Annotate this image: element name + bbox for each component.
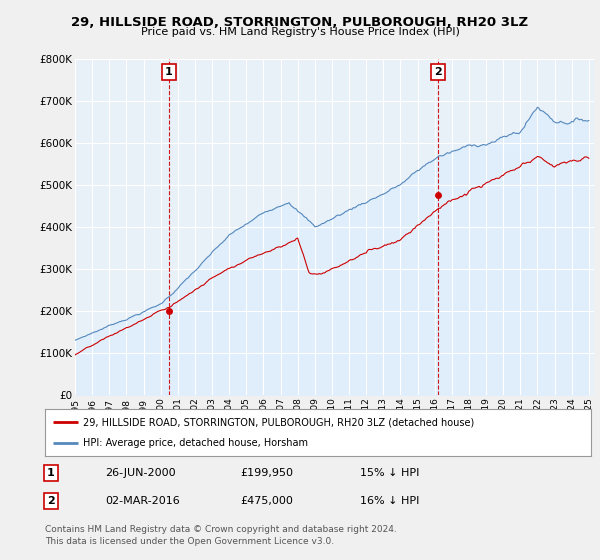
Text: 29, HILLSIDE ROAD, STORRINGTON, PULBOROUGH, RH20 3LZ: 29, HILLSIDE ROAD, STORRINGTON, PULBOROU… [71,16,529,29]
Text: £475,000: £475,000 [240,496,293,506]
Text: Price paid vs. HM Land Registry's House Price Index (HPI): Price paid vs. HM Land Registry's House … [140,27,460,37]
Text: 2: 2 [434,67,442,77]
Text: 1: 1 [47,468,55,478]
Text: 16% ↓ HPI: 16% ↓ HPI [360,496,419,506]
Text: Contains HM Land Registry data © Crown copyright and database right 2024.
This d: Contains HM Land Registry data © Crown c… [45,525,397,546]
Text: 29, HILLSIDE ROAD, STORRINGTON, PULBOROUGH, RH20 3LZ (detached house): 29, HILLSIDE ROAD, STORRINGTON, PULBOROU… [83,417,475,427]
Text: 26-JUN-2000: 26-JUN-2000 [105,468,176,478]
Text: 2: 2 [47,496,55,506]
Text: £199,950: £199,950 [240,468,293,478]
Text: HPI: Average price, detached house, Horsham: HPI: Average price, detached house, Hors… [83,438,308,448]
Text: 15% ↓ HPI: 15% ↓ HPI [360,468,419,478]
Text: 02-MAR-2016: 02-MAR-2016 [105,496,180,506]
Text: 1: 1 [165,67,173,77]
